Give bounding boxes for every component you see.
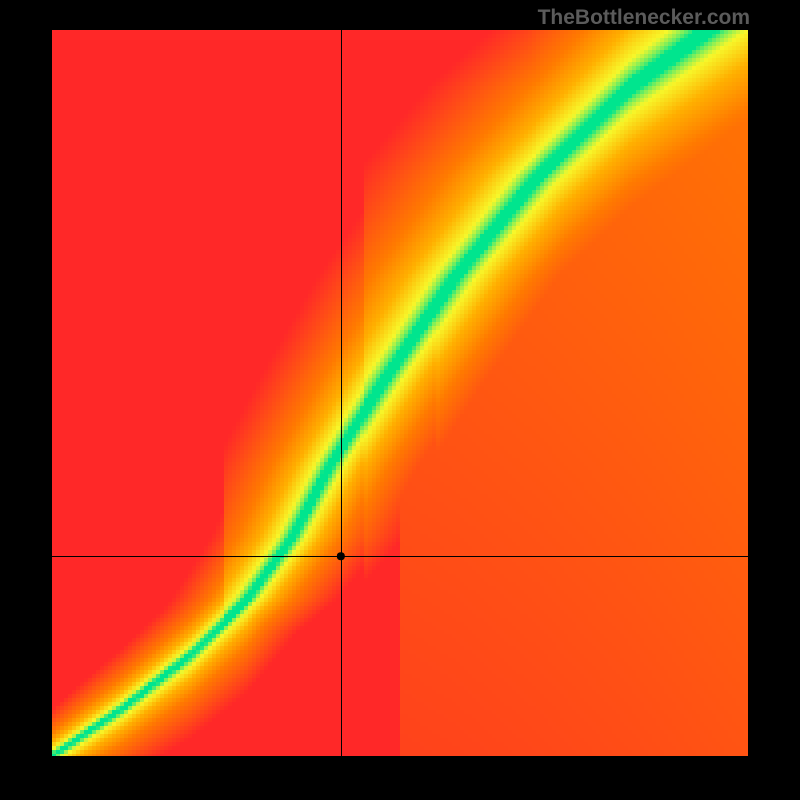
- plot-area: [52, 30, 748, 756]
- watermark-text: TheBottlenecker.com: [538, 6, 750, 30]
- overlay-canvas: [52, 30, 748, 756]
- chart-frame: TheBottlenecker.com: [0, 0, 800, 800]
